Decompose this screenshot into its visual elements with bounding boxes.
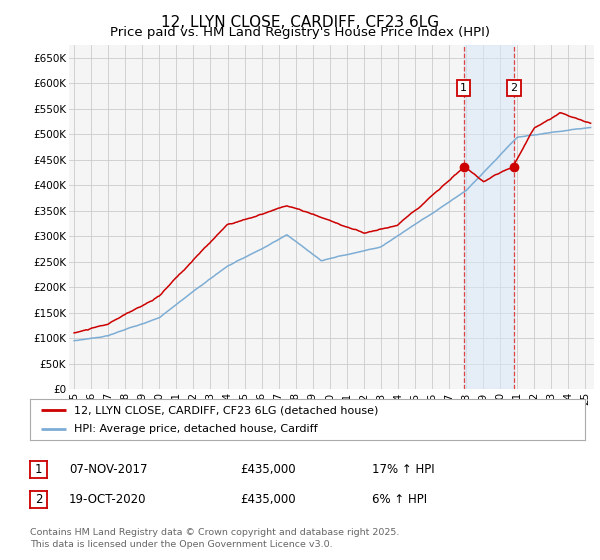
Text: HPI: Average price, detached house, Cardiff: HPI: Average price, detached house, Card… xyxy=(74,424,318,433)
Text: 2: 2 xyxy=(511,83,517,93)
Text: 6% ↑ HPI: 6% ↑ HPI xyxy=(372,493,427,506)
Text: 17% ↑ HPI: 17% ↑ HPI xyxy=(372,463,434,476)
Text: 1: 1 xyxy=(35,463,42,476)
Text: 1: 1 xyxy=(460,83,467,93)
Text: Contains HM Land Registry data © Crown copyright and database right 2025.
This d: Contains HM Land Registry data © Crown c… xyxy=(30,528,400,549)
Text: 19-OCT-2020: 19-OCT-2020 xyxy=(69,493,146,506)
Text: Price paid vs. HM Land Registry's House Price Index (HPI): Price paid vs. HM Land Registry's House … xyxy=(110,26,490,39)
Text: 07-NOV-2017: 07-NOV-2017 xyxy=(69,463,148,476)
Bar xyxy=(464,45,514,389)
Text: 12, LLYN CLOSE, CARDIFF, CF23 6LG (detached house): 12, LLYN CLOSE, CARDIFF, CF23 6LG (detac… xyxy=(74,405,379,415)
Text: £435,000: £435,000 xyxy=(240,493,296,506)
Text: £435,000: £435,000 xyxy=(240,463,296,476)
Text: 2: 2 xyxy=(35,493,42,506)
Text: 12, LLYN CLOSE, CARDIFF, CF23 6LG: 12, LLYN CLOSE, CARDIFF, CF23 6LG xyxy=(161,15,439,30)
